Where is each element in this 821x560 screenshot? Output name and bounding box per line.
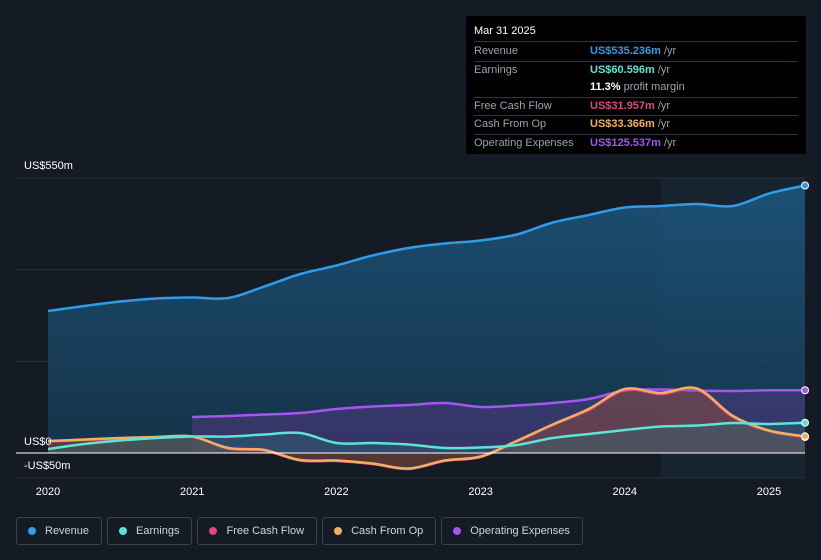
legend-item-earnings[interactable]: Earnings xyxy=(107,517,193,545)
y-axis-zero-label: US$0 xyxy=(24,436,52,448)
y-axis-bottom-label: -US$50m xyxy=(24,460,70,472)
earnings-endpoint xyxy=(801,418,810,427)
revenue-line xyxy=(47,184,806,313)
x-tick-label: 2022 xyxy=(324,486,348,498)
x-tick-label: 2020 xyxy=(36,486,60,498)
revenue-endpoint xyxy=(801,181,810,190)
operating-expenses-endpoint xyxy=(801,386,810,395)
legend-label: Cash From Op xyxy=(351,525,424,537)
tooltip-row-free-cash-flow: Free Cash Flow US$31.957m /yr xyxy=(474,98,798,116)
tooltip-unit: /yr xyxy=(657,118,671,130)
revenue-area xyxy=(48,185,805,453)
earnings-line xyxy=(47,421,806,451)
tooltip-label: Free Cash Flow xyxy=(474,99,552,112)
tooltip-unit: /yr xyxy=(663,136,677,149)
tooltip-unit: /yr xyxy=(657,99,671,112)
legend-label: Earnings xyxy=(136,525,180,537)
revenue-dot-icon xyxy=(28,527,36,535)
series-lines xyxy=(47,184,806,471)
cash-from-op-endpoint xyxy=(801,432,810,441)
legend-label: Free Cash Flow xyxy=(226,525,305,537)
tooltip-row-profit-margin: 11.3% profit margin xyxy=(474,79,798,98)
tooltip-date: Mar 31 2025 xyxy=(474,24,798,42)
tooltip-row-operating-expenses: Operating Expenses US$125.537m /yr xyxy=(474,135,798,153)
x-axis-ticks: 2020 2021 2022 2023 2024 2025 xyxy=(36,486,781,498)
tooltip-unit: /yr xyxy=(663,45,677,57)
x-tick-label: 2021 xyxy=(180,486,204,498)
tooltip-label: Earnings xyxy=(474,63,518,76)
tooltip-value: US$31.957m xyxy=(590,99,655,112)
free-cash-flow-dot-icon xyxy=(209,527,218,535)
tooltip-row-revenue: Revenue US$535.236m /yr xyxy=(474,43,798,62)
y-axis-top-label: US$550m xyxy=(24,160,73,172)
series-areas xyxy=(48,185,805,470)
tooltip-panel: Mar 31 2025 Revenue US$535.236m /yr Earn… xyxy=(466,16,806,154)
tooltip-label xyxy=(474,79,590,97)
legend-label: Revenue xyxy=(45,525,90,537)
legend-item-revenue[interactable]: Revenue xyxy=(16,517,103,545)
cash-from-op-dot-icon xyxy=(334,527,343,535)
tooltip-label: Revenue xyxy=(474,45,519,57)
operating-expenses-dot-icon xyxy=(453,527,462,535)
earnings-dot-icon xyxy=(119,527,128,535)
tooltip-value: 11.3% xyxy=(590,81,621,93)
tooltip-row-cash-from-op: Cash From Op US$33.366m /yr xyxy=(474,116,798,135)
tooltip-row-earnings: Earnings US$60.596m /yr xyxy=(474,62,798,80)
series-endpoints xyxy=(801,181,810,441)
free-cash-flow-area xyxy=(48,388,805,470)
legend-label: Operating Expenses xyxy=(470,525,570,537)
legend-item-free-cash-flow[interactable]: Free Cash Flow xyxy=(197,517,318,545)
x-tick-label: 2025 xyxy=(757,486,781,498)
tooltip-label: Cash From Op xyxy=(474,118,547,130)
tooltip-value: US$33.366m xyxy=(590,118,655,130)
x-tick-label: 2024 xyxy=(613,486,637,498)
tooltip-unit: profit margin xyxy=(623,81,685,93)
tooltip-label: Operating Expenses xyxy=(474,136,574,149)
legend-item-cash-from-op[interactable]: Cash From Op xyxy=(322,517,437,545)
legend-item-operating-expenses[interactable]: Operating Expenses xyxy=(441,517,583,545)
x-tick-label: 2023 xyxy=(468,486,492,498)
legend: Revenue Earnings Free Cash Flow Cash Fro… xyxy=(16,517,588,545)
tooltip-value: US$60.596m xyxy=(590,63,655,76)
tooltip-unit: /yr xyxy=(657,63,671,76)
cash-from-op-area xyxy=(48,387,805,469)
tooltip-value: US$125.537m xyxy=(590,136,661,149)
tooltip-value: US$535.236m xyxy=(590,45,661,57)
earnings-area xyxy=(48,422,805,453)
operating-expenses-area xyxy=(192,389,805,453)
